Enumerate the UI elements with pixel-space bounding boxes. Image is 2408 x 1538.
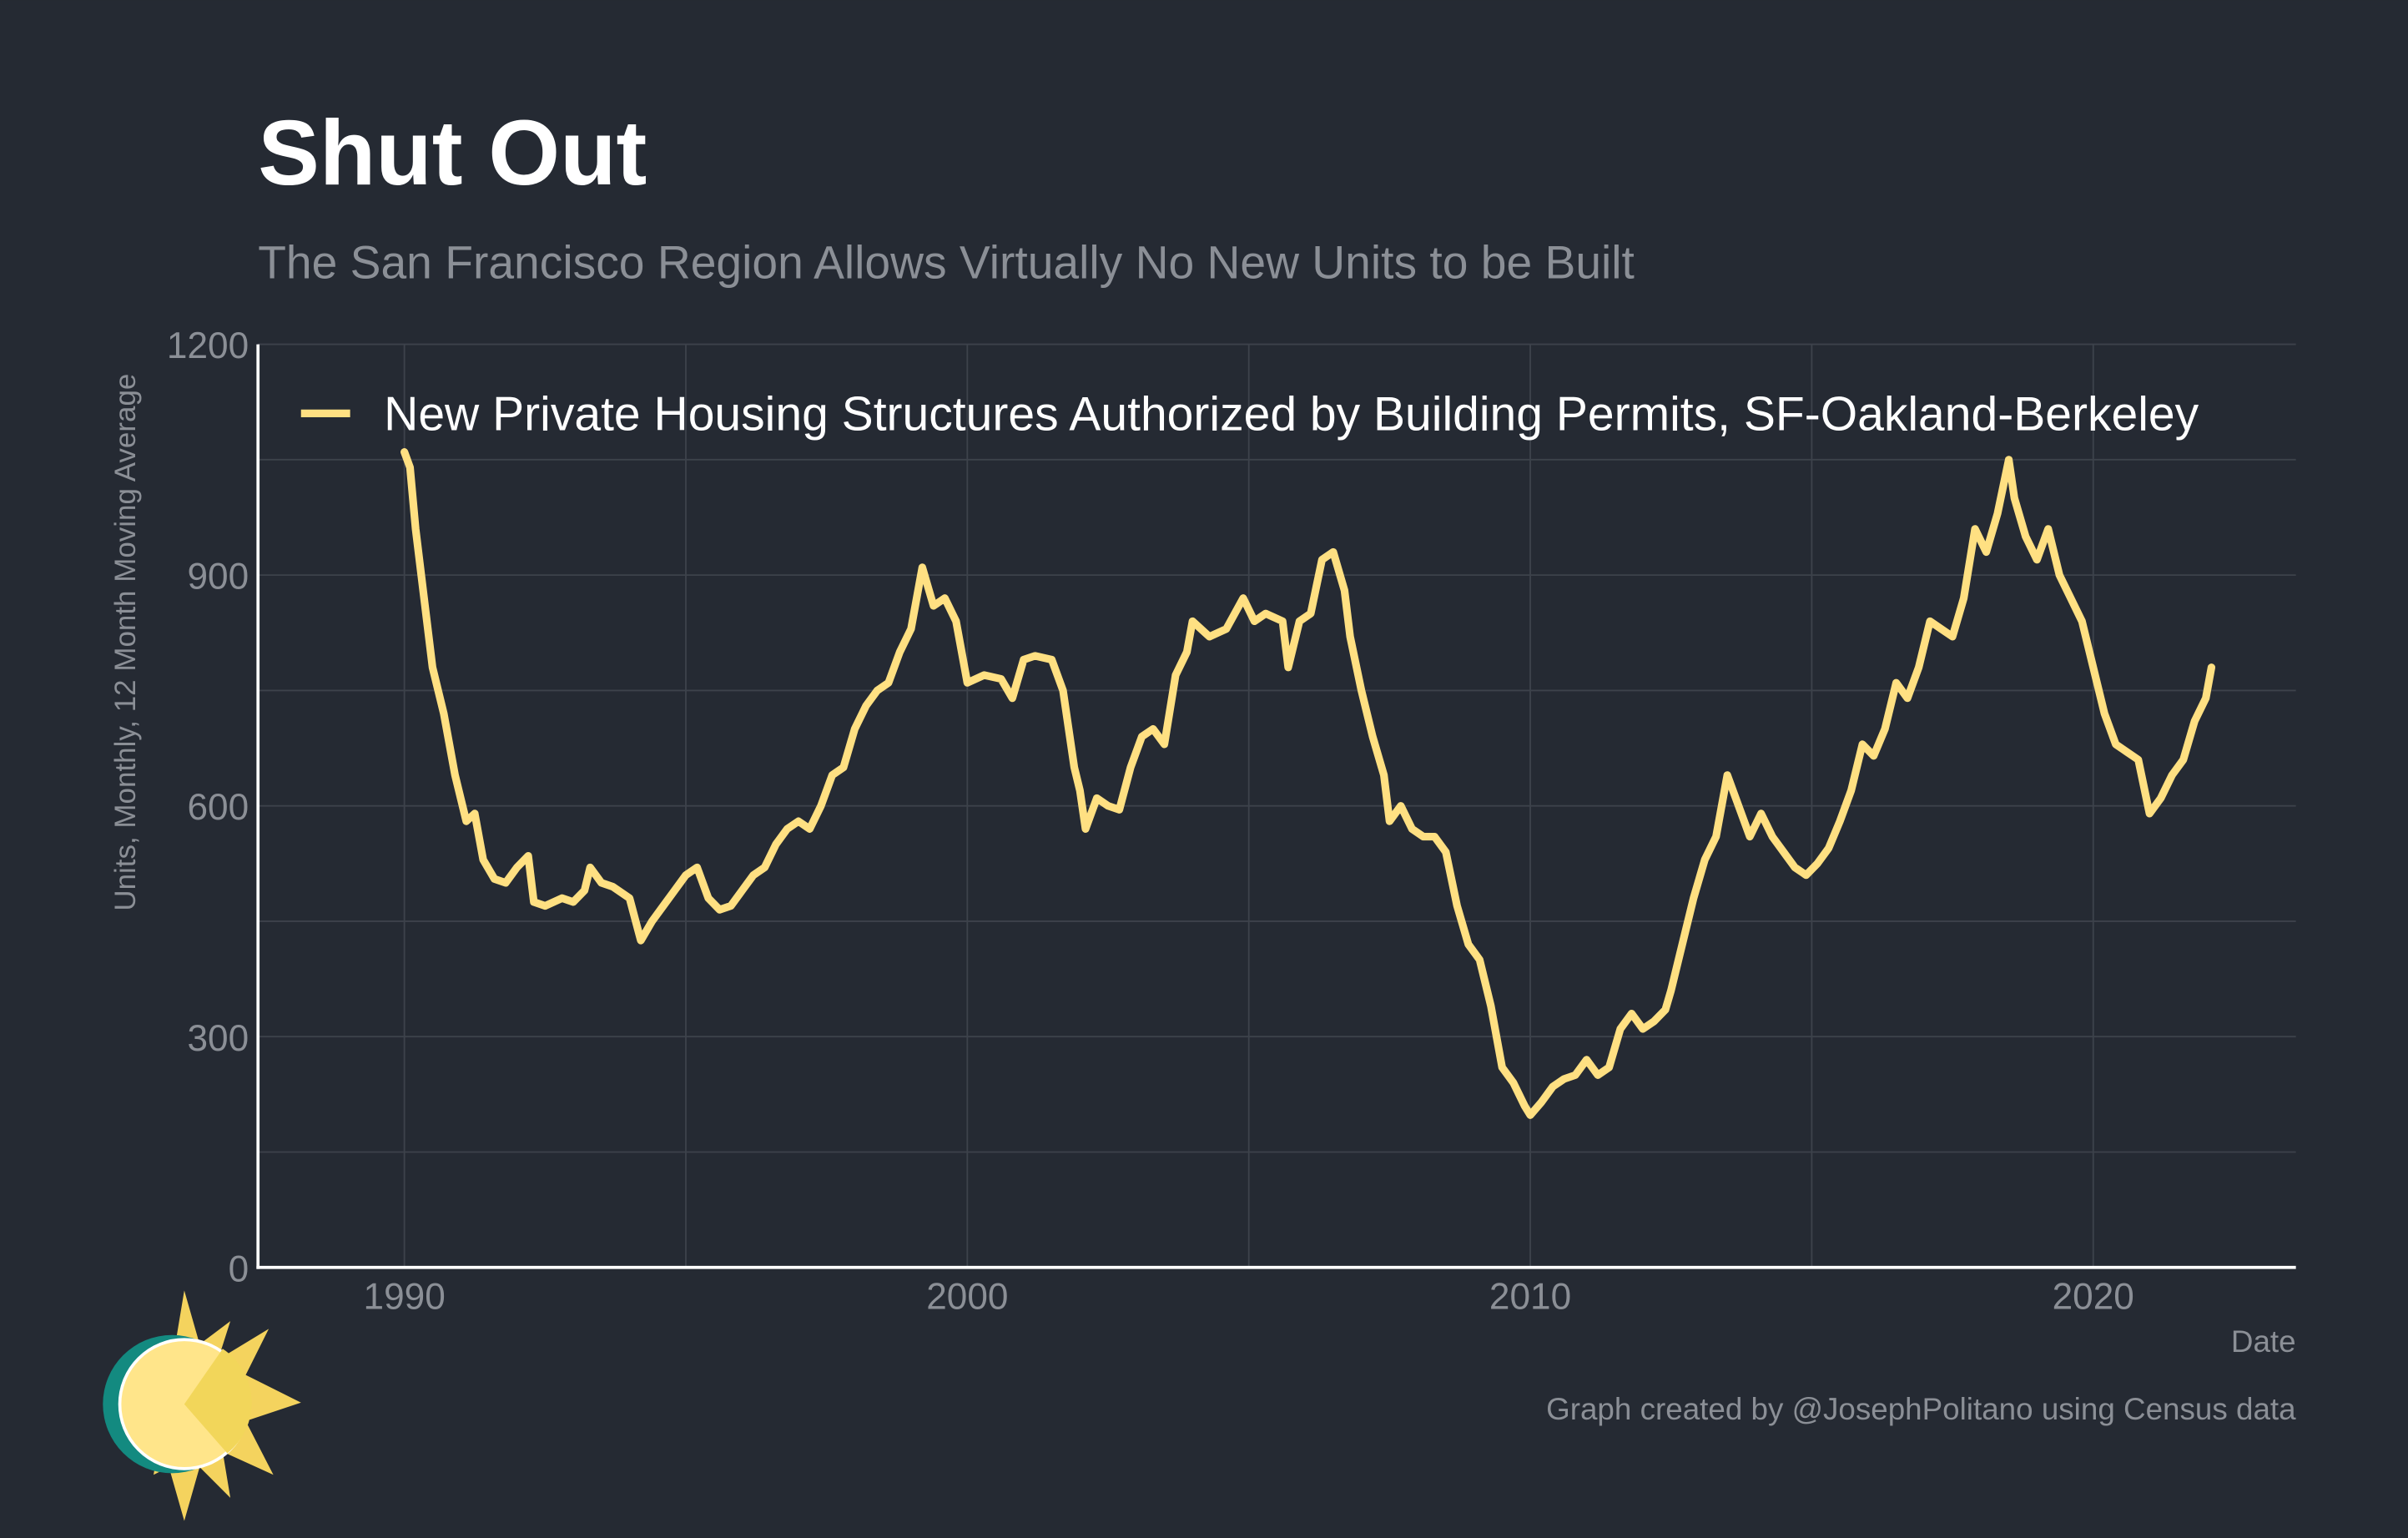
y-tick-label: 1200 (167, 325, 249, 366)
data-line (400, 448, 2216, 1119)
chart-title: Shut Out (258, 102, 647, 204)
y-axis-label: Units, Monthly, 12 Month Moving Average (109, 374, 142, 911)
y-tick-label: 900 (187, 557, 249, 598)
chart-subtitle: The San Francisco Region Allows Virtuall… (258, 236, 1635, 288)
y-tick-label: 300 (187, 1018, 249, 1059)
x-tick-label: 2020 (2053, 1276, 2134, 1317)
x-tick-label: 2000 (926, 1276, 1008, 1317)
y-tick-label: 600 (187, 787, 249, 828)
legend-label: New Private Housing Structures Authorize… (384, 388, 2199, 441)
legend: New Private Housing Structures Authorize… (300, 388, 2199, 441)
y-tick-label: 0 (229, 1248, 249, 1289)
x-tick-label: 2010 (1489, 1276, 1571, 1317)
x-tick-label: 1990 (364, 1276, 446, 1317)
logo (103, 1290, 301, 1521)
plot-area: 0 300 600 900 1200 1990 2000 2010 2020 New Privat… (167, 325, 2296, 1317)
caption: Graph created by @JosephPolitano using C… (1546, 1392, 2296, 1426)
x-axis-label: Date (2231, 1324, 2296, 1359)
logo-shade (184, 1349, 252, 1454)
